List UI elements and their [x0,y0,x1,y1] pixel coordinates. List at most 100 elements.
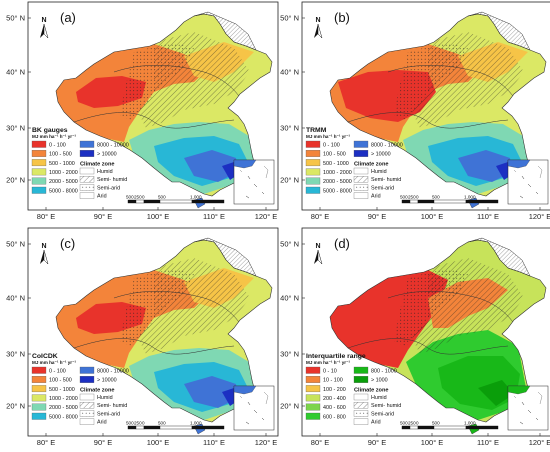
climate-zone-swatch [353,402,369,409]
climate-zone-title: Climate zone [80,388,115,394]
scale-number: 500 [126,195,134,200]
legend-title: CoICDK [32,353,58,360]
legend-swatch [305,150,321,157]
legend-unit: MJ mm ha⁻¹ h⁻¹ yr⁻¹ [306,134,350,139]
north-label: N [42,17,47,24]
north-arrow-icon: N [40,243,49,265]
semi-arid-dots [120,42,194,120]
scale-number: 1,000 [190,195,202,200]
lat-tick-label: 20° N [280,402,299,411]
climate-zone-label: Semi- humid [371,403,401,409]
climate-zone-swatch [79,184,95,191]
scale-segment [191,199,225,204]
climate-zone-label: Arid [97,420,107,426]
legend-swatch [31,177,47,185]
climate-zone-label: Arid [371,194,381,200]
scale-segment [191,425,225,430]
lon-tick-label: 110° E [477,438,499,447]
legend-title: Interquartile range [306,353,366,360]
legend-swatch [305,376,321,383]
mongolia-region [193,11,257,51]
climate-zone-swatch [79,410,95,417]
lon-tick-label: 80° E [37,212,55,221]
climate-boundary-line [387,291,521,335]
legend-swatch [305,412,321,420]
legend-swatch [305,177,321,185]
scale-segment [127,199,137,204]
legend-swatch [305,394,321,402]
south-china-sea-inset [507,385,549,431]
climate-zone-title: Climate zone [354,388,389,394]
legend-class-label: 500 - 1000 [49,387,75,393]
lat-tick-label: 50° N [280,240,299,249]
lon-tick-label: 120° E [529,212,550,221]
semi-arid-dots [120,268,194,346]
climate-zone-swatch [79,167,95,175]
climate-boundary-line [73,338,235,355]
climate-boundary-line [347,112,509,129]
china-outline [329,13,547,197]
value-region [458,150,512,182]
panel-label: (d) [334,236,350,251]
legend-class-label: 100 - 200 [323,387,346,393]
legend-swatch [79,150,95,157]
lat-tick-label: 40° N [280,294,299,303]
climate-zone-label: Humid [371,395,387,401]
lat-tick-label: 30° N [6,124,25,133]
legend-class-label: 100 - 500 [323,152,346,158]
climate-zone-label: Humid [97,395,113,401]
legend-swatch [305,403,321,411]
scale-number: 1,000 [464,421,476,426]
north-arrow-icon: N [314,17,323,39]
scale-segment [433,199,467,204]
climate-zone-label: Semi-arid [371,185,394,191]
north-label: N [316,243,321,250]
climate-boundary-line [113,65,247,109]
legend-class-label: 100 - 500 [49,378,72,384]
lon-tick-label: 110° E [203,212,225,221]
legend-swatch [305,385,321,393]
china-outline [55,239,273,423]
scale-number: 0 [416,195,419,200]
legend-swatch [353,366,369,374]
lon-tick-label: 80° E [37,438,55,447]
scale-number: 0 [142,421,145,426]
lon-tick-label: 120° E [255,212,278,221]
climate-zone-swatch [353,192,369,199]
lon-tick-label: 120° E [529,438,550,447]
semi-arid-dots [394,268,468,346]
legend-class-label: 2000 - 5000 [49,405,78,411]
legend-class-label: 0 - 100 [49,368,66,374]
semi-arid-dots [394,42,468,120]
legend-class-label: 1000 - 2000 [323,170,352,176]
legend-class-label: > 10000 [97,378,117,384]
legend-class-label: 600 - 800 [323,414,346,420]
legend-swatch [79,140,95,148]
legend-class-label: 5000 - 8000 [49,188,78,194]
legend-class-label: 400 - 600 [323,405,346,411]
south-china-sea-inset [233,159,275,205]
legend-class-label: 2000 - 5000 [49,179,78,185]
panel-label: (c) [60,236,75,251]
legend-swatch [31,186,47,194]
climate-zone-swatch [79,402,95,409]
scale-number: 500 [432,195,440,200]
legend-class-label: 8000 - 10000 [371,142,403,148]
legend-unit: MJ mm ha⁻¹ h⁻¹ yr⁻¹ [32,360,76,365]
legend-swatch [31,403,47,411]
lat-tick-label: 40° N [6,68,25,77]
lon-tick-label: 90° E [94,438,112,447]
lat-tick-label: 20° N [280,176,299,185]
lon-tick-label: 100° E [147,438,170,447]
climate-zone-swatch [353,176,369,183]
legend-swatch [31,385,47,393]
scale-number: 1,000 [464,195,476,200]
legend-swatch [305,168,321,176]
legend-class-label: 100 - 500 [49,152,72,158]
legend-swatch [353,150,369,157]
mongolia-region [193,237,257,277]
